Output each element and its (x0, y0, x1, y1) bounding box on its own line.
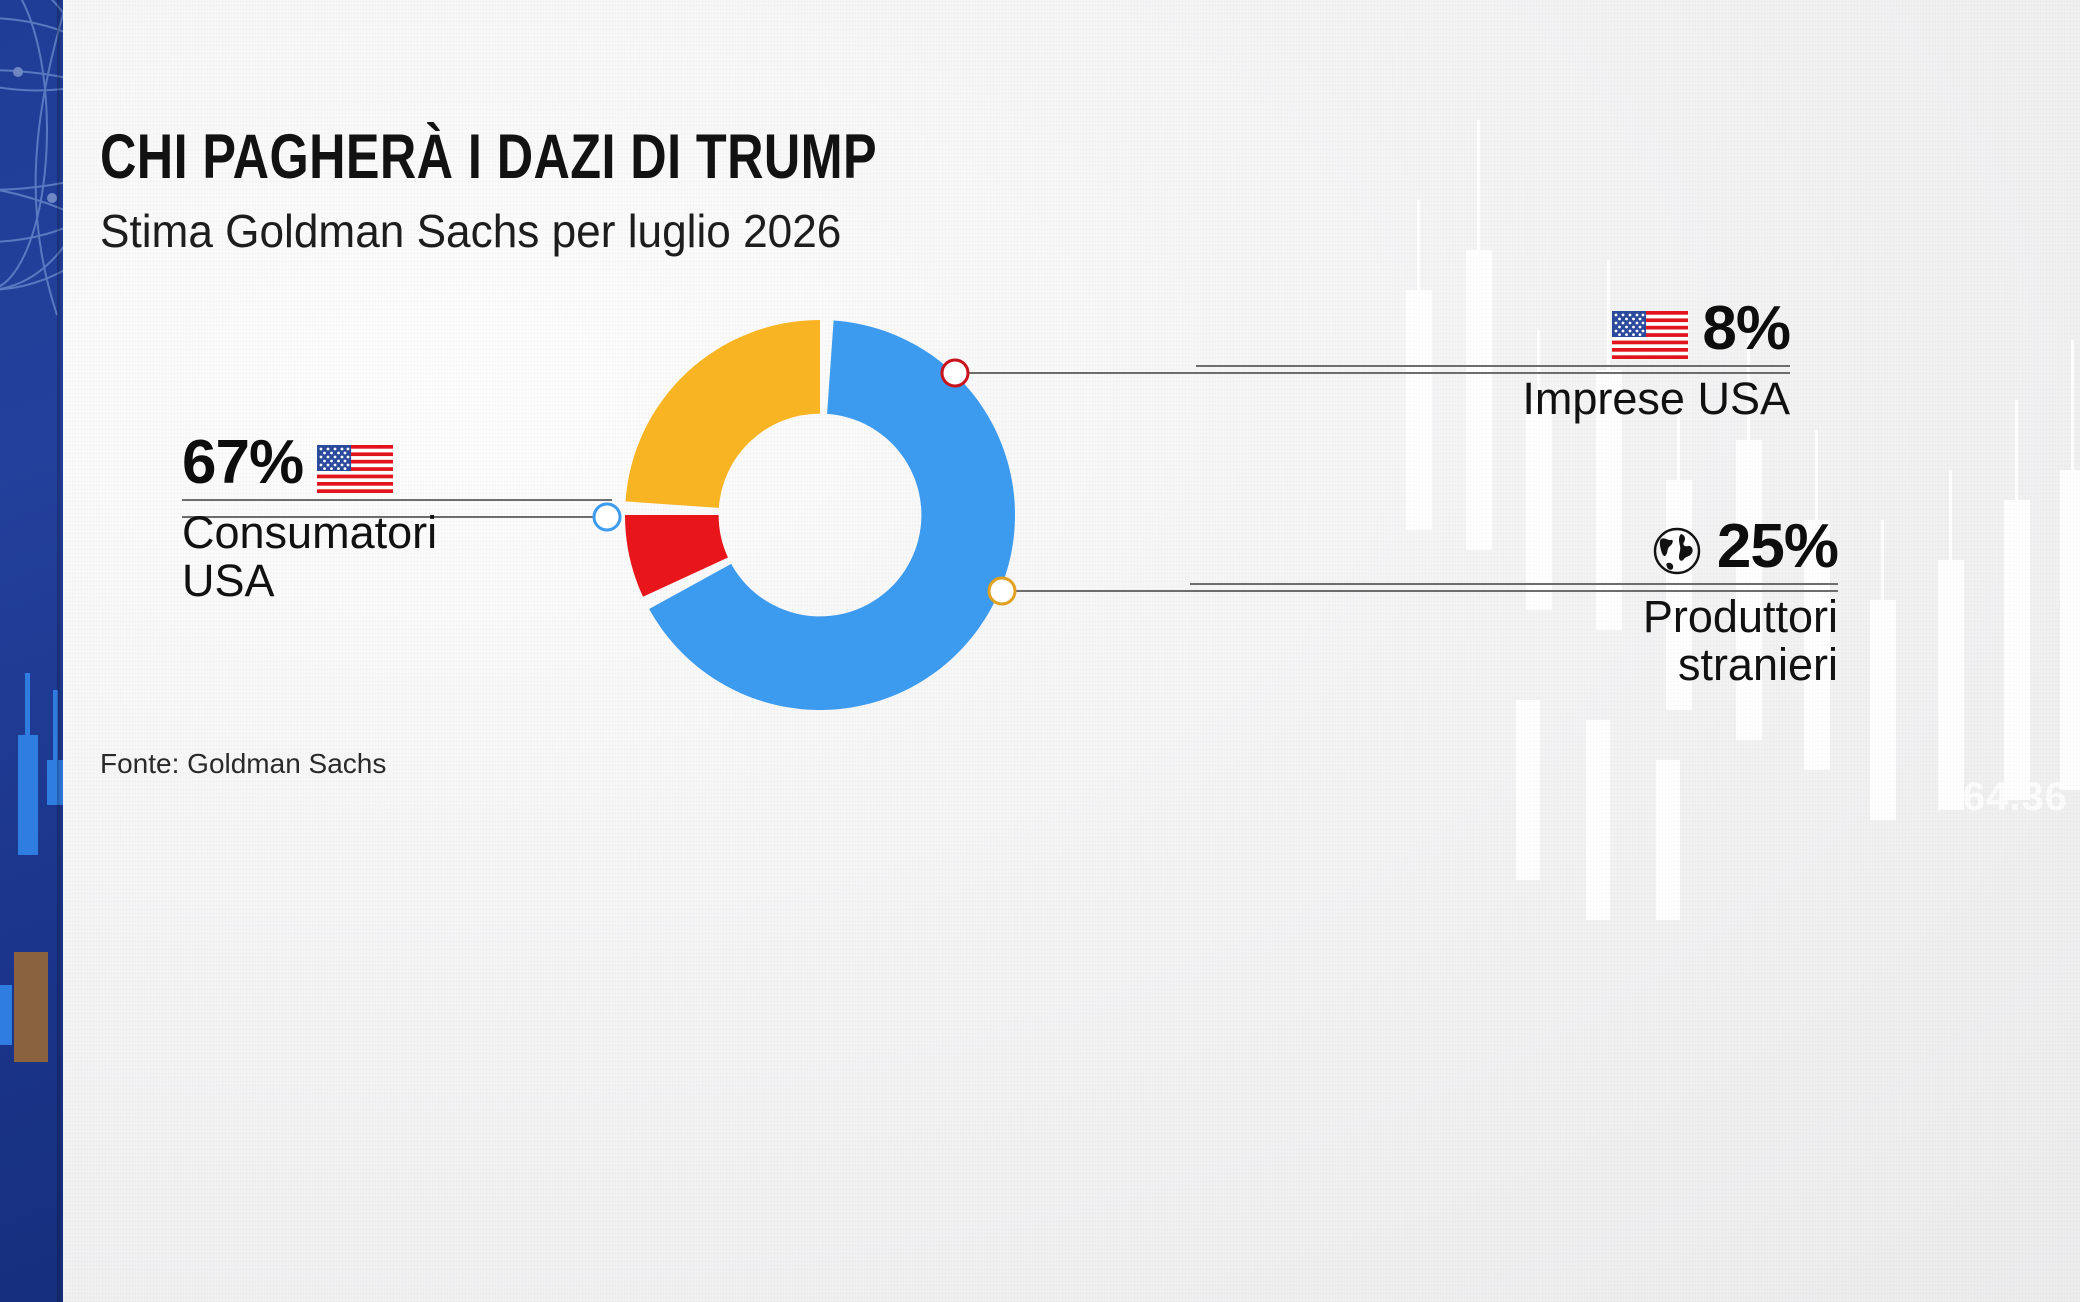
donut-slice-consumatori-usa (649, 320, 1015, 710)
watermark-value: 64.36 (1962, 775, 2068, 819)
globe-icon (1653, 527, 1701, 575)
callout-bottom-right-rule (1190, 582, 1838, 585)
source-note: Fonte: Goldman Sachs (100, 748, 387, 779)
donut-slice-imprese-usa (625, 515, 728, 597)
page-title: CHI PAGHERÀ I DAZI DI TRUMP (100, 122, 878, 192)
page-subtitle: Stima Goldman Sachs per luglio 2026 (100, 205, 842, 257)
donut-slice-produttori-stranieri (625, 320, 820, 508)
callout-left-label: Consumatori USA (182, 506, 438, 606)
callout-bottom-right-label: Produttori stranieri (1642, 590, 1838, 690)
donut-chart (625, 320, 1015, 710)
callout-consumatori-usa: 67% Cons (182, 428, 612, 606)
callout-left-percent: 67% (182, 428, 304, 497)
callout-top-right-rule (1196, 364, 1790, 367)
callout-produttori-stranieri: 25% Produttori stranieri (1190, 512, 1839, 690)
globe-network-icon (0, 0, 63, 316)
callout-top-right-percent: 8% (1702, 294, 1791, 363)
callout-imprese-usa: 8% Imprese USA (1196, 294, 1791, 424)
us-flag-icon (1612, 310, 1689, 359)
us-flag-icon (317, 444, 394, 493)
callout-top-right-label: Imprese USA (1522, 372, 1790, 424)
callout-bottom-right-percent: 25% (1716, 512, 1839, 581)
left-accent-rail (0, 0, 63, 1302)
callout-left-rule (182, 498, 612, 501)
